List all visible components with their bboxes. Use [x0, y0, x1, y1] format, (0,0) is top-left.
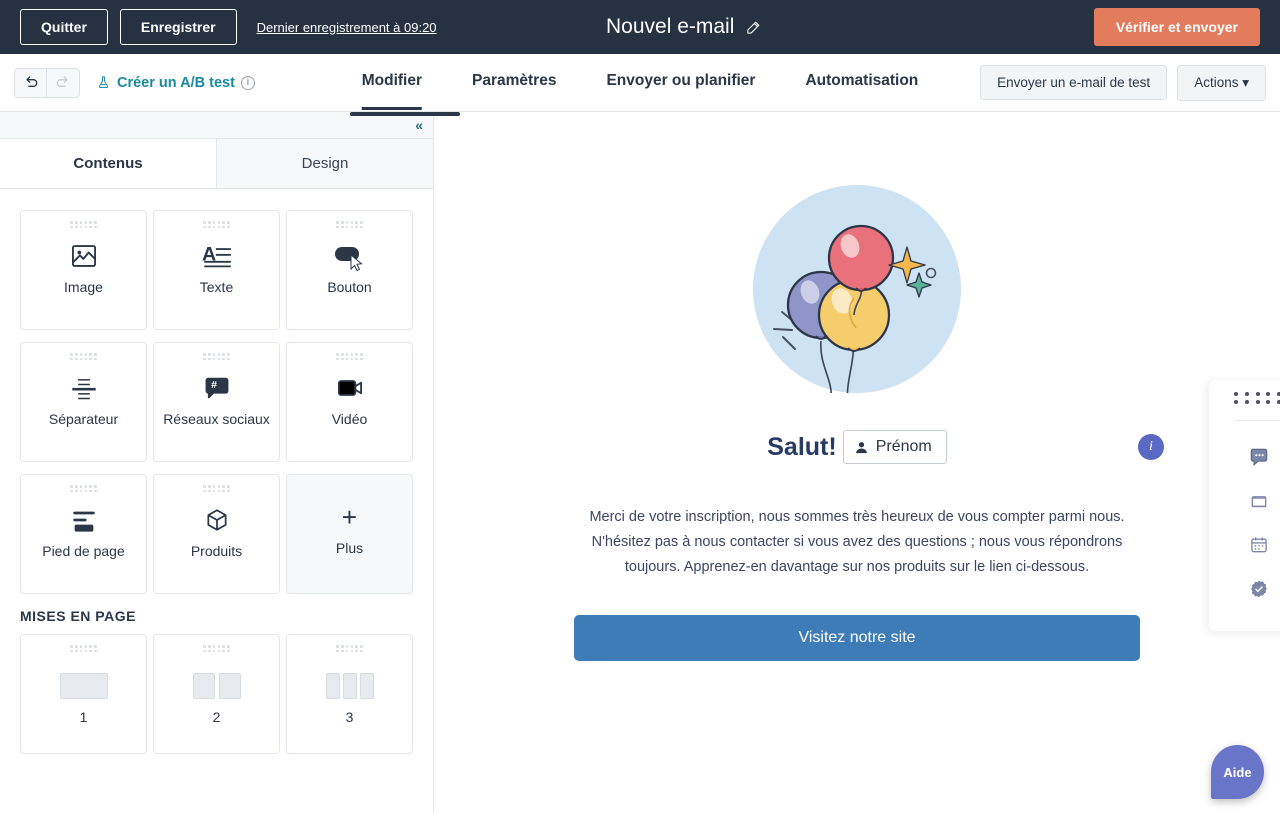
svg-text:#: #	[211, 380, 217, 392]
